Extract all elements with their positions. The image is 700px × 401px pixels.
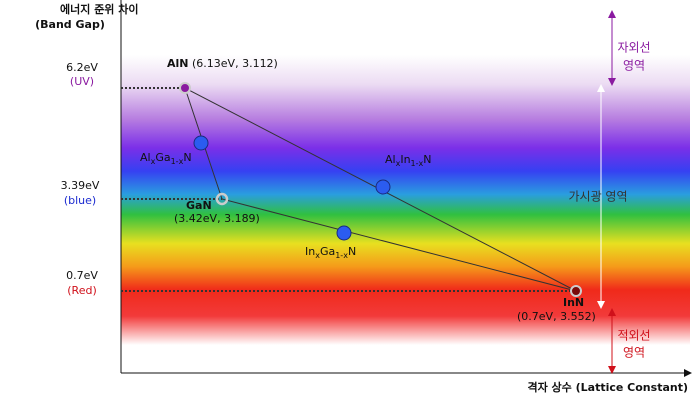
point-name: InN [563,296,584,309]
alloy-label: InxGa1-xN [305,245,356,260]
guides [121,87,576,292]
x-title: 격자 상수 (Lattice Constant) [527,380,688,394]
point-aln [179,82,191,94]
alloy-part: N [348,245,356,258]
alloy-subscript: 1-x [335,251,348,260]
alloy-part: In [305,245,315,258]
level-name: (Red) [67,284,96,297]
y-title: 에너지 준위 차이 [60,2,139,16]
alloy-subscript: x [315,251,320,260]
region-label: 가시광 영역 [568,190,627,204]
alloy-part: Al [140,151,151,164]
point-label: AlN (6.13eV, 3.112) [167,57,278,70]
alloy-label: AlxGa1-xN [140,151,192,166]
point-name: GaN [186,199,212,212]
alloy-part: N [423,153,431,166]
alloy-part: N [183,151,191,164]
alloy-part: In [400,153,410,166]
alloy-subscript: 1-x [171,157,184,166]
point-gan [215,192,229,206]
region-label: 자외선 [617,41,650,55]
level: 6.2eV [66,61,98,74]
point-coords: (3.42eV, 3.189) [174,212,260,225]
alloy-subscript: x [151,157,156,166]
point-name: AlN [167,57,189,70]
level: 0.7eV [66,269,98,282]
region-label: 영역 [623,346,645,360]
alloy-subscript: x [396,159,401,168]
level-name: (blue) [64,194,96,207]
alloy-part: Al [385,153,396,166]
alloy-part: Ga [155,151,170,164]
region-label: 적외선 [617,329,650,343]
alloy-subscript: 1-x [411,159,424,168]
point-coords: (6.13eV, 3.112) [192,57,278,70]
point-inn [570,285,582,297]
region-label: 영역 [623,59,645,73]
point-coords: (0.7eV, 3.552) [517,310,596,323]
alloy-label: AlxIn1-xN [385,153,432,168]
alloy-part: Ga [320,245,335,258]
level-name: (UV) [70,75,94,88]
level: 3.39eV [61,179,100,192]
y-subtitle: (Band Gap) [35,18,105,31]
alloy-points [193,135,391,241]
